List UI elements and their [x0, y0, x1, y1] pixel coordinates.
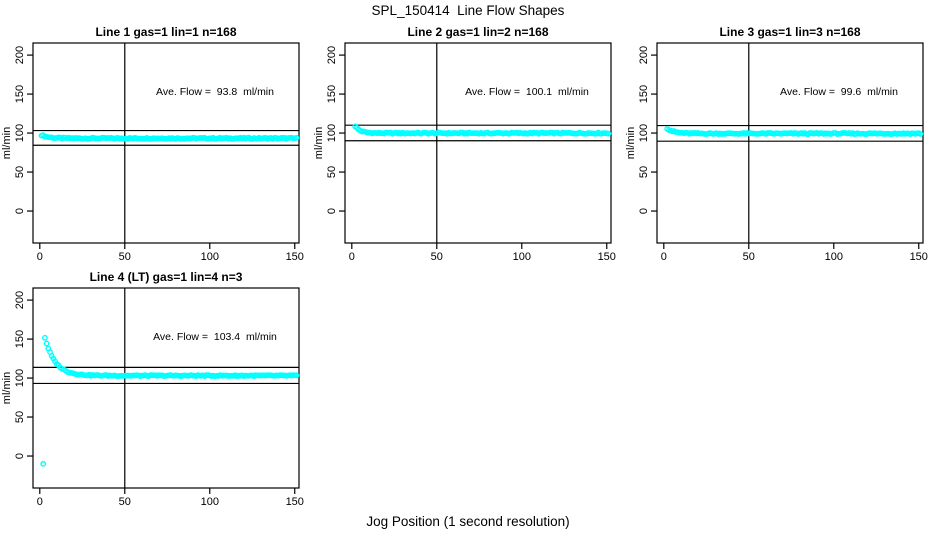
y-axis-title: ml/min — [1, 372, 13, 404]
panel-title-line-2: Line 2 gas=1 lin=2 n=168 — [407, 25, 549, 39]
flow-point — [605, 130, 612, 137]
x-tick-label: 100 — [513, 251, 531, 263]
y-tick-label: 150 — [638, 85, 650, 103]
panel-title-line-1: Line 1 gas=1 lin=1 n=168 — [95, 25, 237, 39]
y-tick-label: 100 — [638, 124, 650, 142]
y-axis: 0 50 100 150 200 ml/min — [1, 46, 33, 214]
y-tick-label: 0 — [14, 453, 26, 459]
data-points — [40, 334, 300, 467]
panel-line-4: Line 4 (LT) gas=1 lin=4 n=3 Ave. Flow = … — [0, 267, 312, 512]
y-axis-title: ml/min — [313, 127, 325, 159]
x-tick-label: 50 — [119, 251, 131, 263]
flow-point — [293, 134, 300, 141]
x-tick-label: 150 — [286, 251, 304, 263]
ave-flow-annotation-line-4: Ave. Flow = 103.4 ml/min — [153, 331, 277, 343]
y-axis-title: ml/min — [625, 127, 637, 159]
y-tick-label: 0 — [326, 208, 338, 214]
figure-x-axis-label: Jog Position (1 second resolution) — [366, 514, 570, 529]
panel-title-line-3: Line 3 gas=1 lin=3 n=168 — [719, 25, 861, 39]
figure-title: SPL_150414 Line Flow Shapes — [371, 3, 565, 18]
panel-title-line-4: Line 4 (LT) gas=1 lin=4 n=3 — [89, 270, 243, 284]
panel-line-3: Line 3 gas=1 lin=3 n=168 Ave. Flow = 99.… — [624, 22, 936, 267]
ave-flow-annotation-line-3: Ave. Flow = 99.6 ml/min — [780, 86, 898, 98]
y-axis-title: ml/min — [1, 127, 13, 159]
line-2-plot: 0 50 100 150 200 ml/min 0 50 100 150 — [313, 42, 616, 263]
y-tick-label: 200 — [14, 291, 26, 309]
x-tick-label: 50 — [119, 496, 131, 508]
x-tick-label: 100 — [201, 496, 219, 508]
y-tick-label: 200 — [14, 46, 26, 64]
y-tick-label: 50 — [638, 166, 650, 178]
x-tick-label: 0 — [37, 496, 43, 508]
y-tick-label: 150 — [14, 85, 26, 103]
ave-flow-annotation-line-2: Ave. Flow = 100.1 ml/min — [465, 86, 589, 98]
x-axis: 0 50 100 150 — [37, 243, 304, 263]
data-points — [38, 132, 300, 142]
line-1-plot: 0 50 100 150 200 ml/min 0 50 100 150 — [1, 42, 304, 263]
data-points — [664, 126, 924, 138]
flow-point — [43, 340, 50, 347]
y-tick-label: 100 — [14, 369, 26, 387]
y-tick-label: 200 — [326, 46, 338, 64]
flow-point — [917, 131, 924, 137]
y-tick-label: 100 — [326, 124, 338, 142]
x-tick-label: 0 — [349, 251, 355, 263]
plot-box — [32, 42, 300, 244]
plot-box — [656, 42, 924, 244]
x-tick-label: 150 — [286, 496, 304, 508]
line-3-plot: 0 50 100 150 200 ml/min 0 50 100 150 — [625, 42, 928, 263]
ave-flow-annotation-line-1: Ave. Flow = 93.8 ml/min — [156, 86, 274, 98]
y-tick-label: 50 — [14, 166, 26, 178]
x-tick-label: 150 — [910, 251, 928, 263]
x-tick-label: 100 — [825, 251, 843, 263]
x-axis: 0 50 100 150 — [661, 243, 928, 263]
y-tick-label: 50 — [326, 166, 338, 178]
flow-point — [41, 334, 48, 341]
y-tick-label: 0 — [14, 208, 26, 214]
plot-box — [32, 287, 300, 489]
y-tick-label: 50 — [14, 411, 26, 423]
y-axis: 0 50 100 150 200 ml/min — [625, 46, 657, 214]
x-axis: 0 50 100 150 — [349, 243, 616, 263]
line-4-plot: 0 50 100 150 200 ml/min 0 50 100 150 — [1, 287, 304, 508]
y-tick-label: 150 — [14, 330, 26, 348]
x-tick-label: 50 — [431, 251, 443, 263]
x-axis: 0 50 100 150 — [37, 488, 304, 508]
x-tick-label: 100 — [201, 251, 219, 263]
x-tick-label: 0 — [37, 251, 43, 263]
x-tick-label: 0 — [661, 251, 667, 263]
x-tick-label: 150 — [598, 251, 616, 263]
y-axis: 0 50 100 150 200 ml/min — [1, 291, 33, 459]
x-tick-label: 50 — [743, 251, 755, 263]
y-tick-label: 150 — [326, 85, 338, 103]
y-tick-label: 200 — [638, 46, 650, 64]
y-tick-label: 100 — [14, 124, 26, 142]
panel-line-1: Line 1 gas=1 lin=1 n=168 Ave. Flow = 93.… — [0, 22, 312, 267]
y-axis: 0 50 100 150 200 ml/min — [313, 46, 345, 214]
flow-point — [293, 372, 300, 379]
panel-line-2: Line 2 gas=1 lin=2 n=168 Ave. Flow = 100… — [312, 22, 624, 267]
data-points — [352, 123, 612, 137]
y-tick-label: 0 — [638, 208, 650, 214]
plot-box — [344, 42, 612, 244]
flow-outlier-point — [40, 460, 47, 467]
